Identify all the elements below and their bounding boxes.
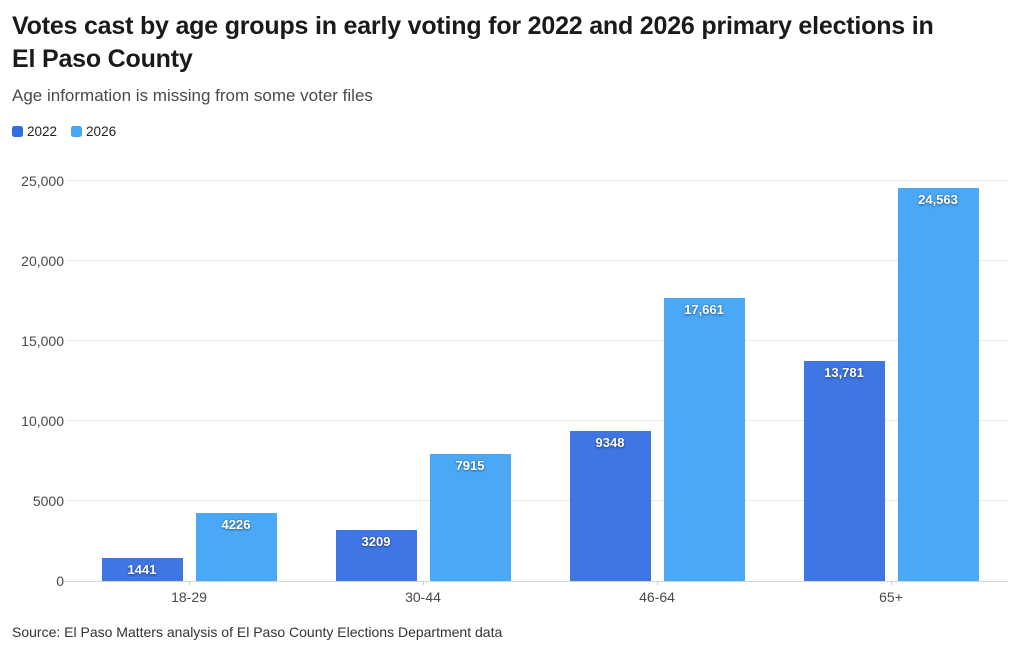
gridline-15000 (68, 340, 1008, 341)
chart-title: Votes cast by age groups in early voting… (12, 12, 934, 73)
bar-value-label: 1441 (127, 561, 157, 577)
bar-2022-65+: 13,781 (803, 360, 885, 581)
x-axis-tick (891, 581, 892, 585)
bar-value-label: 7915 (455, 458, 485, 474)
chart-legend: 2022 2026 (12, 124, 116, 139)
bar-value-label: 4226 (221, 517, 251, 533)
y-axis-tick-label: 15,000 (21, 333, 64, 349)
y-axis-tick-label: 5000 (32, 493, 64, 509)
gridline-0 (64, 581, 1008, 582)
bar-value-label: 24,563 (918, 191, 958, 207)
legend-swatch-icon (12, 126, 23, 137)
legend-swatch-icon (71, 126, 83, 137)
x-axis-label-30-44: 30-44 (405, 589, 441, 605)
gridline-25000 (68, 180, 1008, 181)
bar-2026-18-29: 4226 (195, 513, 277, 581)
source-note: Source: El Paso Matters analysis of El P… (12, 624, 503, 640)
x-axis-tick (423, 581, 424, 585)
bar-2026-46-64: 17,661 (663, 298, 745, 581)
x-axis-label-18-29: 18-29 (171, 589, 207, 605)
x-axis-label-65+: 65+ (879, 589, 903, 605)
bar-value-label: 13,781 (824, 364, 864, 380)
bar-2022-18-29: 1441 (101, 557, 183, 581)
x-axis-label-46-64: 46-64 (639, 589, 675, 605)
gridline-5000 (68, 500, 1008, 501)
bar-2022-30-44: 3209 (335, 529, 417, 581)
y-axis-tick-label: 0 (56, 573, 64, 589)
bar-value-label: 17,661 (684, 302, 724, 318)
chart-subtitle: Age information is missing from some vot… (12, 86, 373, 105)
bar-2026-30-44: 7915 (429, 454, 511, 581)
gridline-20000 (68, 260, 1008, 261)
legend-item-2026: 2026 (71, 124, 116, 139)
gridline-10000 (68, 420, 1008, 421)
bar-2022-46-64: 9348 (569, 431, 651, 581)
bar-value-label: 9348 (595, 435, 625, 451)
y-axis-tick-label: 10,000 (21, 413, 64, 429)
bar-value-label: 3209 (361, 533, 391, 549)
y-axis-tick-label: 25,000 (21, 173, 64, 189)
y-axis-tick-label: 20,000 (21, 253, 64, 269)
x-axis-tick (189, 581, 190, 585)
bar-2026-65+: 24,563 (897, 187, 979, 581)
legend-label: 2026 (86, 124, 117, 139)
legend-label: 2022 (27, 124, 58, 139)
legend-item-2022: 2022 (12, 124, 57, 139)
x-axis-tick (657, 581, 658, 585)
